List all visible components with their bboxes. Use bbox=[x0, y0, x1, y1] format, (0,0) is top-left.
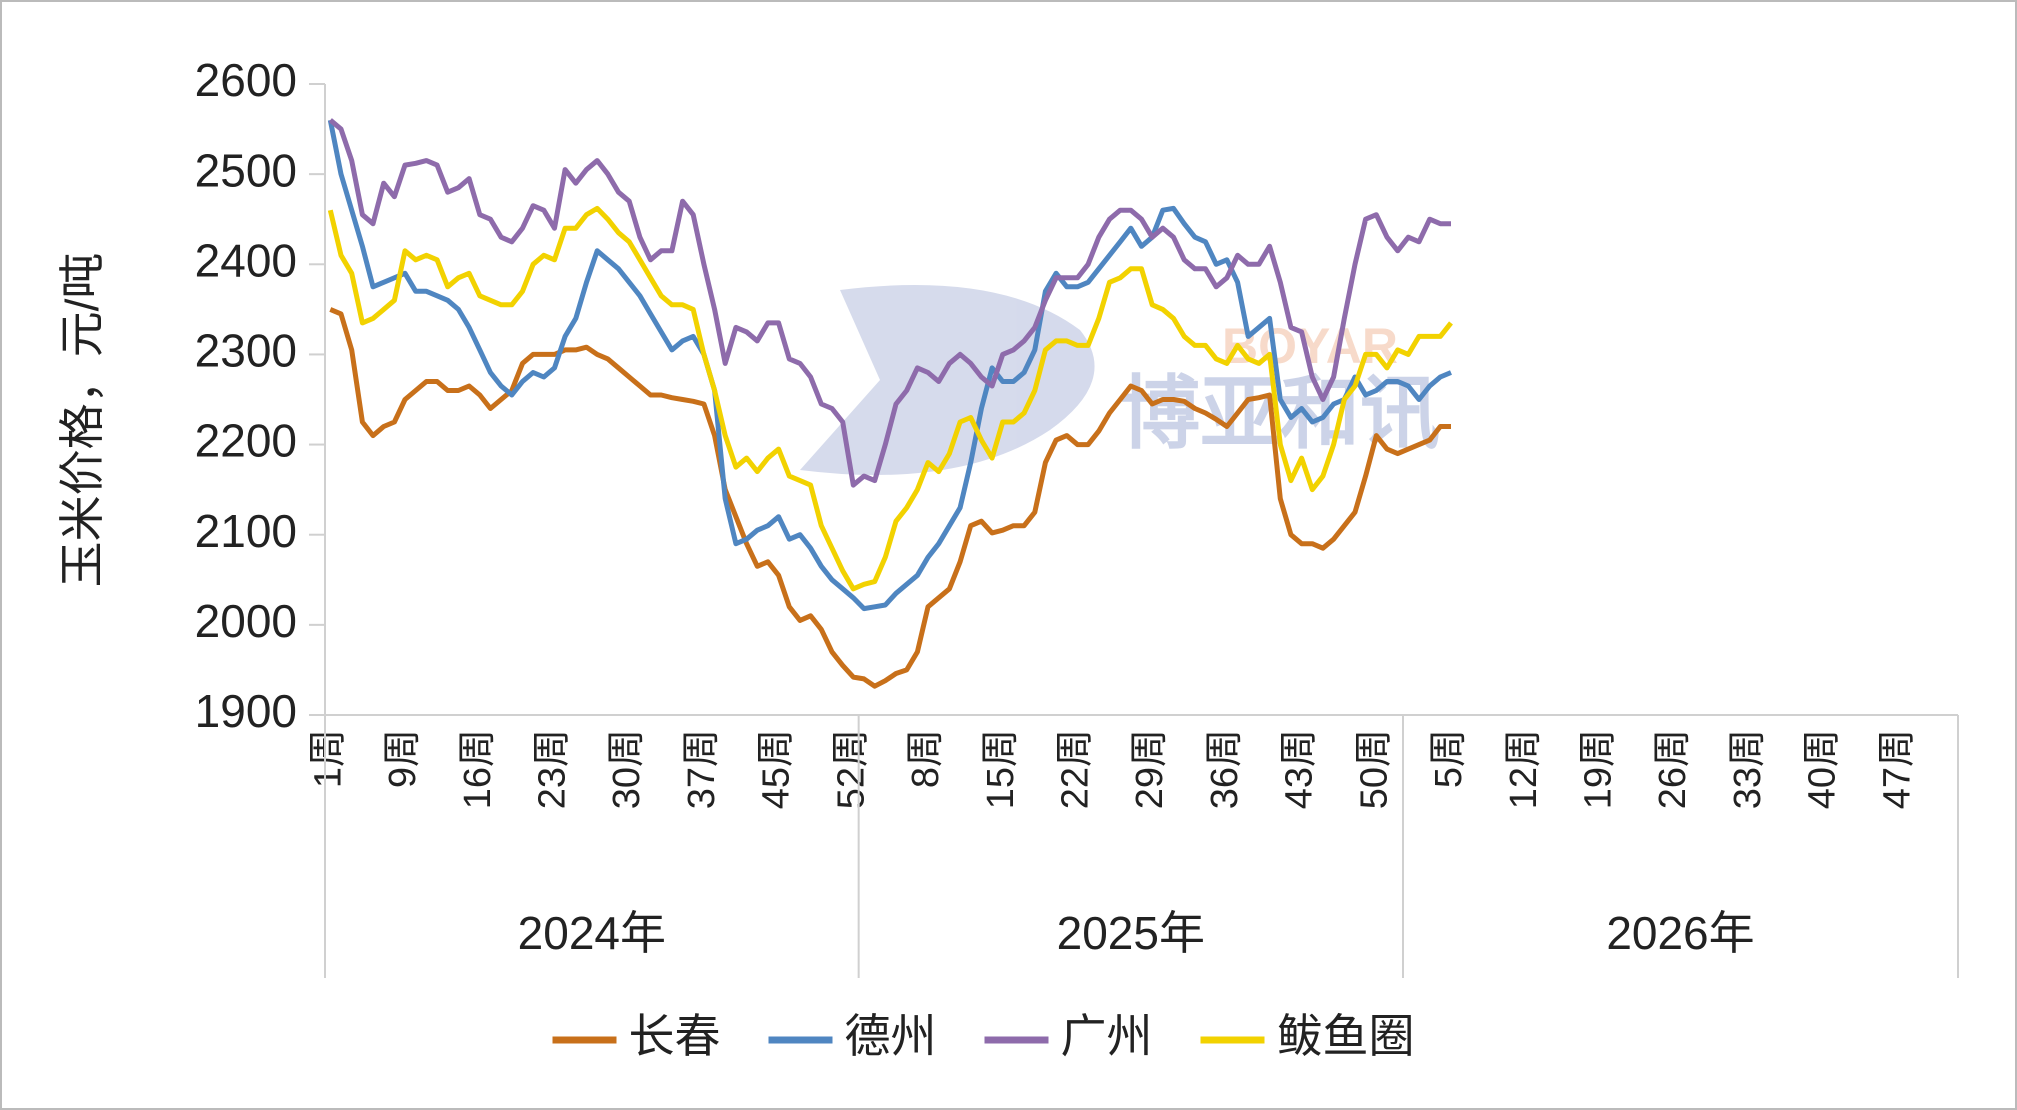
x-tick-label: 19周 bbox=[1577, 729, 1619, 809]
x-tick-label: 26周 bbox=[1652, 729, 1694, 809]
y-tick-label: 2100 bbox=[195, 505, 297, 557]
legend-label: 长春 bbox=[629, 1010, 721, 1062]
y-tick-label: 1900 bbox=[195, 685, 297, 737]
x-group-label: 2025年 bbox=[1057, 907, 1205, 959]
y-tick-label: 2200 bbox=[195, 415, 297, 467]
x-tick-label: 22周 bbox=[1054, 729, 1096, 809]
y-tick-label: 2400 bbox=[195, 234, 297, 286]
y-tick-label: 2300 bbox=[195, 325, 297, 377]
y-tick-label: 2500 bbox=[195, 144, 297, 196]
x-tick-label: 50周 bbox=[1353, 729, 1395, 809]
series-line bbox=[328, 118, 1451, 488]
x-group-label: 2024年 bbox=[518, 907, 666, 959]
x-tick-label: 5周 bbox=[1428, 729, 1470, 788]
x-tick-label: 40周 bbox=[1802, 729, 1844, 809]
x-tick-label: 1周 bbox=[307, 729, 349, 788]
series-line bbox=[327, 119, 1452, 612]
x-tick-label: 45周 bbox=[756, 729, 798, 809]
x-group-label: 2026年 bbox=[1606, 907, 1754, 959]
x-tick-label: 16周 bbox=[457, 729, 499, 809]
y-tick-label: 2000 bbox=[195, 595, 297, 647]
x-tick-label: 29周 bbox=[1129, 729, 1171, 809]
x-tick-label: 33周 bbox=[1727, 729, 1769, 809]
x-tick-label: 23周 bbox=[532, 729, 574, 809]
x-tick-label: 43周 bbox=[1279, 729, 1321, 809]
x-tick-label: 30周 bbox=[606, 729, 648, 809]
y-tick-label: 2600 bbox=[195, 54, 297, 106]
x-tick-label: 8周 bbox=[905, 729, 947, 788]
legend-label: 广州 bbox=[1061, 1010, 1153, 1062]
watermark-logo bbox=[800, 285, 1095, 475]
watermark: 博亚和讯 BOYAR bbox=[800, 285, 1440, 475]
x-tick-label: 9周 bbox=[382, 729, 424, 788]
legend-label: 德州 bbox=[845, 1010, 937, 1062]
x-tick-label: 15周 bbox=[980, 729, 1022, 809]
x-tick-label: 47周 bbox=[1876, 729, 1918, 809]
y-axis-title: 玉米价格，元/吨 bbox=[56, 253, 108, 588]
series-line bbox=[327, 205, 1453, 592]
x-tick-label: 52周 bbox=[830, 729, 872, 809]
x-tick-label: 12周 bbox=[1503, 729, 1545, 809]
series-line bbox=[329, 307, 1451, 689]
legend-label: 鲅鱼圈 bbox=[1277, 1010, 1415, 1062]
x-tick-label: 36周 bbox=[1204, 729, 1246, 809]
x-tick-label: 37周 bbox=[681, 729, 723, 809]
